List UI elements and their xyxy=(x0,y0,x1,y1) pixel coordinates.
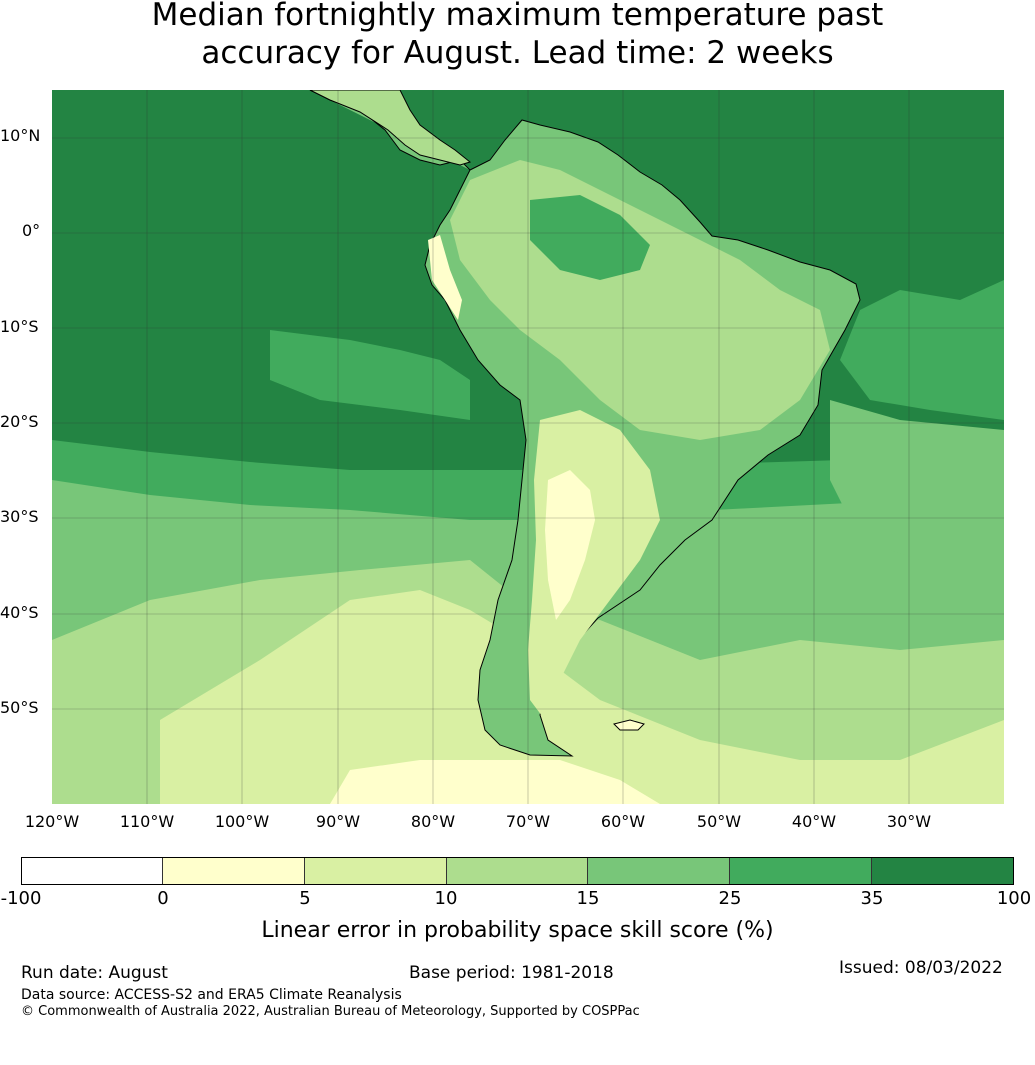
map-title-line-1: Median fortnightly maximum temperature p… xyxy=(151,0,884,33)
copyright: © Commonwealth of Australia 2022, Austra… xyxy=(21,1004,640,1019)
skill-band-southern-5 xyxy=(160,590,1004,804)
lon-label-40w: 40°W xyxy=(791,812,837,831)
lon-label-90w: 90°W xyxy=(315,812,361,831)
colorbar-tick-label: 0 xyxy=(157,888,169,909)
skill-band-pacific-25 xyxy=(270,330,470,420)
colorbar-tick-label: 10 xyxy=(434,888,458,909)
lat-label-0: 0° xyxy=(22,221,41,240)
colorbar-segment xyxy=(304,857,447,885)
colorbar-segment xyxy=(730,857,873,885)
lon-label-80w: 80°W xyxy=(410,812,456,831)
graticule xyxy=(52,90,1004,804)
colorbar-segment xyxy=(588,857,731,885)
colorbar-tick-label: 25 xyxy=(718,888,742,909)
skill-band-southern-0 xyxy=(330,760,660,804)
lat-label-10s: 10°S xyxy=(0,317,39,336)
skill-patch-land-0 xyxy=(545,470,595,620)
data-source: Data source: ACCESS-S2 and ERA5 Climate … xyxy=(21,987,402,1003)
lon-label-120w: 120°W xyxy=(24,812,80,831)
lon-label-50w: 50°W xyxy=(696,812,742,831)
issued-date: Issued: 08/03/2022 xyxy=(839,958,1003,978)
skill-patch-amazon-25 xyxy=(530,195,650,280)
colorbar-frame xyxy=(21,857,1014,885)
falkland-islands xyxy=(613,719,645,731)
colorbar-tick-label: 100 xyxy=(996,888,1032,909)
lat-label-40s: 40°S xyxy=(0,603,39,622)
run-date: Run date: August xyxy=(21,963,168,983)
skill-patch-andes-0 xyxy=(428,235,462,320)
lon-label-60w: 60°W xyxy=(600,812,646,831)
lat-label-30s: 30°S xyxy=(0,507,39,526)
colorbar-segment xyxy=(872,857,1014,885)
lon-label-110w: 110°W xyxy=(119,812,175,831)
lon-label-70w: 70°W xyxy=(505,812,551,831)
colorbar-tick-label: -100 xyxy=(0,888,42,909)
skill-band-atlantic-15 xyxy=(830,400,1004,560)
colorbar-tick-label: 5 xyxy=(299,888,311,909)
central-america-landmass xyxy=(309,90,472,166)
lat-label-50s: 50°S xyxy=(0,698,39,717)
colorbar-tick-label: 35 xyxy=(860,888,884,909)
map-title-line-2: accuracy for August. Lead time: 2 weeks xyxy=(201,35,834,71)
colorbar-tick-label: 15 xyxy=(576,888,600,909)
skill-band-atlantic-25 xyxy=(840,280,1004,420)
lat-label-20s: 20°S xyxy=(0,412,39,431)
lon-label-30w: 30°W xyxy=(886,812,932,831)
colorbar-label: Linear error in probability space skill … xyxy=(261,918,774,943)
colorbar-segment xyxy=(446,857,589,885)
base-period: Base period: 1981-2018 xyxy=(409,963,614,983)
lon-label-100w: 100°W xyxy=(214,812,270,831)
lat-label-10n: 10°N xyxy=(0,126,41,145)
colorbar-segment xyxy=(162,857,305,885)
colorbar-segment xyxy=(21,857,163,885)
